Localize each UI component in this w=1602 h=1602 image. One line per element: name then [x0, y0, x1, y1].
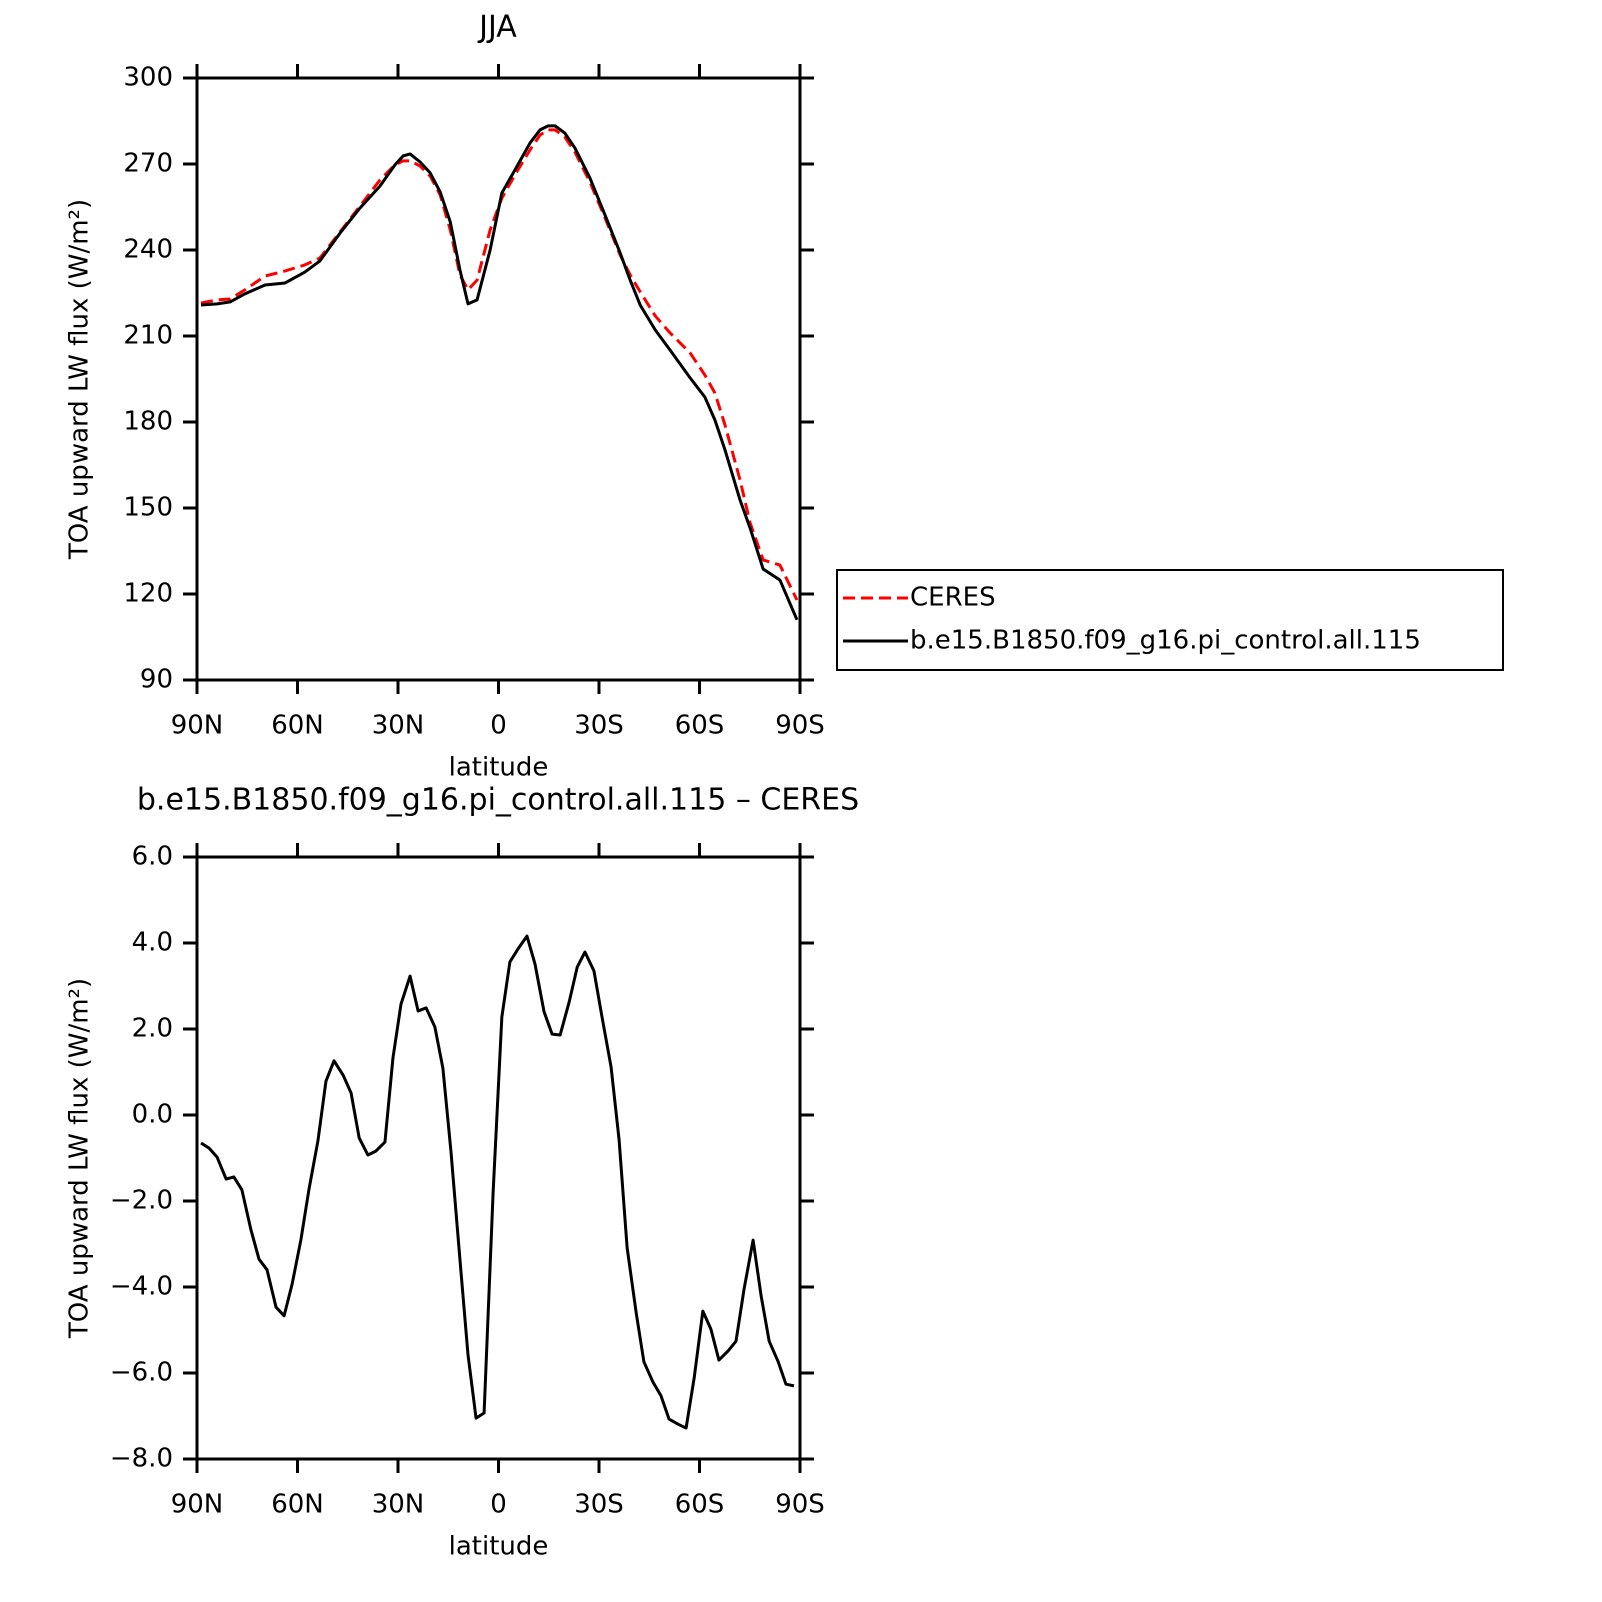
x-tick-label: 0	[490, 711, 507, 741]
y-tick-label: −6.0	[110, 1358, 173, 1388]
y-tick-label: 120	[123, 579, 173, 609]
x-tick-label: 30S	[574, 1490, 624, 1520]
x-tick-label: 90S	[775, 1490, 825, 1520]
x-tick-label: 90S	[775, 711, 825, 741]
x-axis-label: latitude	[449, 1532, 549, 1562]
y-tick-label: 6.0	[132, 842, 173, 872]
y-tick-label: 150	[123, 493, 173, 523]
x-tick-label: 90N	[171, 711, 224, 741]
plot-frame	[195, 855, 802, 1461]
y-tick-label: 0.0	[132, 1100, 173, 1130]
y-tick-label: −2.0	[110, 1186, 173, 1216]
x-tick-label: 60N	[271, 1490, 324, 1520]
x-tick-label: 0	[490, 1490, 507, 1520]
chart-title: JJA	[477, 10, 517, 45]
x-tick-label: 30N	[372, 1490, 425, 1520]
y-tick-label: 270	[123, 149, 173, 179]
legend-box	[836, 569, 1504, 671]
x-tick-label: 90N	[171, 1490, 224, 1520]
x-tick-label: 30S	[574, 711, 624, 741]
y-axis-label: TOA upward LW flux (W/m²)	[65, 199, 95, 560]
x-tick-label: 30N	[372, 711, 425, 741]
y-tick-label: 180	[123, 407, 173, 437]
x-tick-label: 60S	[675, 711, 725, 741]
x-axis-label: latitude	[449, 753, 549, 783]
y-tick-label: −8.0	[110, 1444, 173, 1474]
y-axis-label: TOA upward LW flux (W/m²)	[65, 978, 95, 1339]
legend-label: b.e15.B1850.f09_g16.pi_control.all.115	[910, 626, 1421, 656]
y-tick-label: 300	[123, 63, 173, 93]
x-tick-label: 60S	[675, 1490, 725, 1520]
y-tick-label: 90	[140, 665, 173, 695]
legend-label: CERES	[910, 583, 996, 613]
y-tick-label: 2.0	[132, 1014, 173, 1044]
plot-frame	[195, 76, 802, 682]
data-line	[200, 934, 795, 1430]
y-tick-label: 210	[123, 321, 173, 351]
y-tick-label: 4.0	[132, 928, 173, 958]
data-line	[200, 124, 799, 621]
chart-title: b.e15.B1850.f09_g16.pi_control.all.115 –…	[137, 783, 859, 818]
y-tick-label: 240	[123, 235, 173, 265]
x-tick-label: 60N	[271, 711, 324, 741]
y-tick-label: −4.0	[110, 1272, 173, 1302]
